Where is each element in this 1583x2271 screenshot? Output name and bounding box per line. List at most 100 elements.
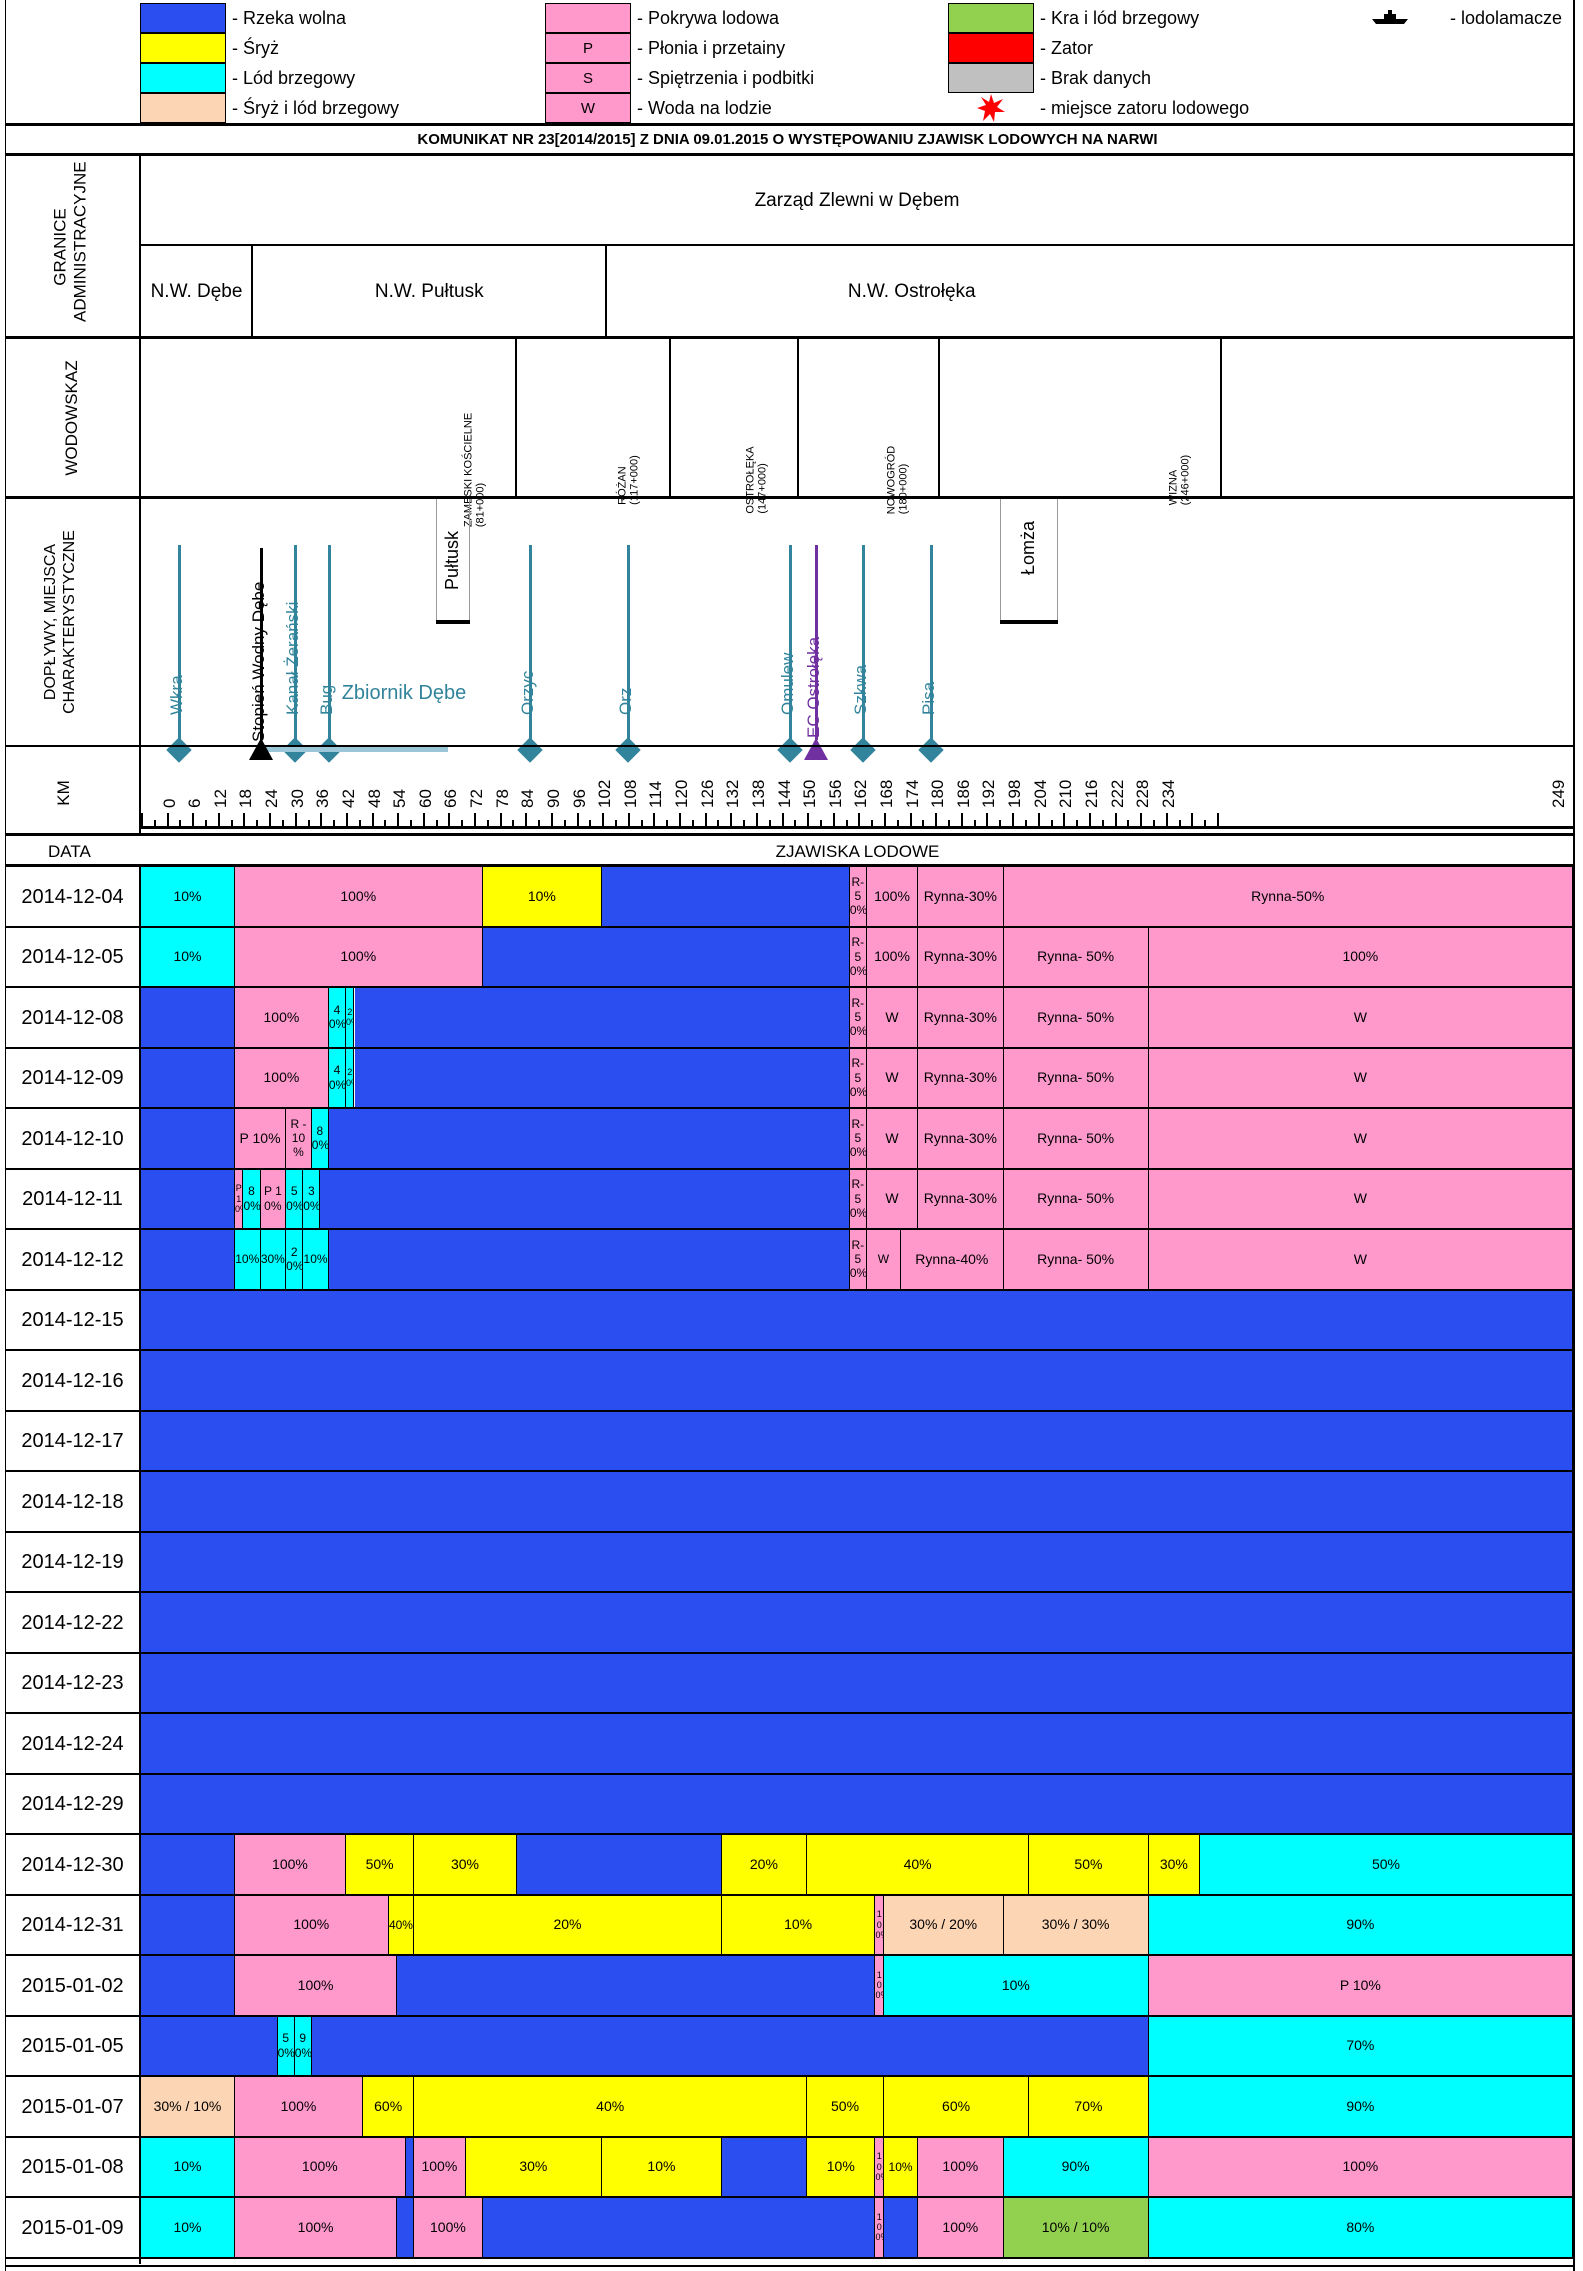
- km-tick-text: 84: [518, 789, 538, 808]
- segment-label: R - 10 %: [290, 1116, 307, 1160]
- tributary-line: [528, 545, 532, 750]
- ice-segment: 50%: [1199, 1835, 1573, 1894]
- ice-segment: [482, 927, 850, 986]
- table-row: 2014-12-08 100% 40%20% R-50% W Rynna-30% Rynna…: [0, 988, 1575, 1049]
- segment-label: 50%: [286, 1184, 304, 1213]
- reservoir-line: [260, 747, 449, 752]
- ice-segment: 70%: [1148, 2016, 1573, 2075]
- ice-segment: Rynna-30%: [918, 988, 1004, 1047]
- ice-segment: 100%: [234, 988, 329, 1047]
- segment-label: 90%: [1346, 1916, 1375, 1933]
- tributary-marker-icon: [615, 737, 641, 763]
- legend-swatch: [545, 3, 631, 33]
- ice-segment: 100%: [875, 1895, 884, 1954]
- segment-label: P 10%: [234, 1183, 243, 1214]
- km-tick: [679, 813, 682, 827]
- km-tick: [141, 813, 143, 827]
- segment-label: W: [885, 1008, 899, 1025]
- segment-label: R-50%: [849, 935, 867, 978]
- ice-segment: W: [1148, 1169, 1573, 1228]
- ice-segment: 10%: [141, 867, 235, 926]
- segment-label: W: [1353, 1190, 1367, 1207]
- date-column-line: [139, 864, 141, 2264]
- km-tick: [1165, 813, 1168, 827]
- segment-label: 100%: [263, 1069, 300, 1086]
- ice-segment: [141, 988, 235, 1047]
- km-tick: [230, 820, 233, 827]
- ice-segment: 90%: [1148, 2077, 1573, 2136]
- km-tick: [538, 820, 541, 827]
- segment-label: 50%: [1074, 1855, 1103, 1872]
- dam-name: Stopień Wodny Dębe: [248, 581, 268, 742]
- km-header: KM: [54, 780, 73, 806]
- ice-segment: P 10%: [234, 1169, 244, 1228]
- km-tick-text: 156: [825, 779, 845, 808]
- ice-segment: 10%: [721, 1895, 876, 1954]
- dam-line: [259, 548, 263, 740]
- segment-label: 30%: [260, 1252, 285, 1267]
- tributary-line: [327, 545, 331, 750]
- km-tick: [474, 813, 477, 827]
- segment-label: W: [1353, 1008, 1367, 1025]
- legend-swatch: [140, 33, 226, 63]
- row-separator: [5, 1107, 1575, 1109]
- row-separator: [5, 2196, 1575, 2198]
- segment-label: 90%: [294, 2031, 312, 2060]
- ice-segment: 40%: [328, 1048, 346, 1107]
- ice-segment: Rynna-50%: [1003, 867, 1573, 926]
- segment-label: Rynna- 50%: [1037, 1069, 1115, 1086]
- segment-label: Rynna-50%: [1251, 887, 1325, 904]
- tributary-name: Szkwa: [850, 664, 870, 715]
- segment-label: Rynna- 50%: [1037, 948, 1115, 965]
- ice-segment: [141, 1230, 235, 1289]
- ice-segment: [516, 1835, 722, 1894]
- km-tick-text: 12: [210, 789, 230, 808]
- ice-segment: 20%: [414, 1895, 722, 1954]
- tributary-line: [929, 545, 933, 750]
- km-tick-text: 72: [467, 789, 487, 808]
- segment-label: W: [885, 1069, 899, 1086]
- km-tick: [781, 813, 784, 827]
- ice-segment: 100%: [875, 2198, 884, 2257]
- ice-segment: 60%: [883, 2077, 1030, 2136]
- row-separator: [5, 1954, 1575, 1956]
- segment-label: 80%: [243, 1184, 261, 1213]
- row-separator: [5, 1772, 1575, 1775]
- ice-segment: R-50%: [849, 1048, 867, 1107]
- table-row: 2014-12-11P 10%80%P 10%50%30%R-50%WRynna…: [0, 1169, 1575, 1230]
- segment-label: 30%: [450, 1855, 480, 1872]
- segment-label: 50%: [277, 2031, 295, 2060]
- segment-label: 10%: [173, 2158, 202, 2175]
- ice-segment: 100%: [234, 927, 483, 986]
- km-tick-text: 168: [876, 779, 896, 808]
- gauge-text: NOWOGRÓD (180+000): [886, 446, 910, 514]
- report-title: KOMUNIKAT NR 23[2014/2015] Z DNIA 09.01.…: [417, 131, 1158, 148]
- ice-segment: 50%: [345, 1835, 415, 1894]
- legend-label: - Woda na lodzie: [637, 98, 772, 118]
- gauge-bottom-line: [5, 496, 1575, 499]
- row-date: 2014-12-18: [21, 1490, 124, 1513]
- km-tick-text: 216: [1081, 779, 1101, 808]
- table-row: 2014-12-19: [0, 1532, 1575, 1593]
- ice-segment: W: [866, 1230, 902, 1289]
- segment-label: W: [885, 1129, 899, 1146]
- segment-label: Rynna-30%: [923, 1190, 997, 1207]
- tributary-name: Orzyc: [517, 670, 537, 715]
- ice-segment: 40%: [388, 1895, 415, 1954]
- km-tick: [1088, 813, 1091, 827]
- segment-label: 100%: [301, 2158, 338, 2175]
- segment-label: 70%: [1346, 2037, 1375, 2054]
- legend-swatch: [140, 93, 226, 123]
- row-separator: [5, 1893, 1575, 1896]
- legend-bottom-line: [5, 123, 1575, 126]
- segment-label: 30%: [303, 1184, 321, 1213]
- km-tick-text: 132: [723, 779, 743, 808]
- ice-segment: 10%: [602, 2137, 722, 2196]
- km-tick: [243, 813, 246, 827]
- km-tick: [973, 820, 976, 827]
- ice-segment: [141, 1169, 235, 1228]
- ice-segment: 10%: [234, 1230, 261, 1289]
- km-tick: [819, 820, 822, 827]
- ice-segment: R-50%: [849, 1230, 867, 1289]
- table-row: 2014-12-18: [0, 1472, 1575, 1533]
